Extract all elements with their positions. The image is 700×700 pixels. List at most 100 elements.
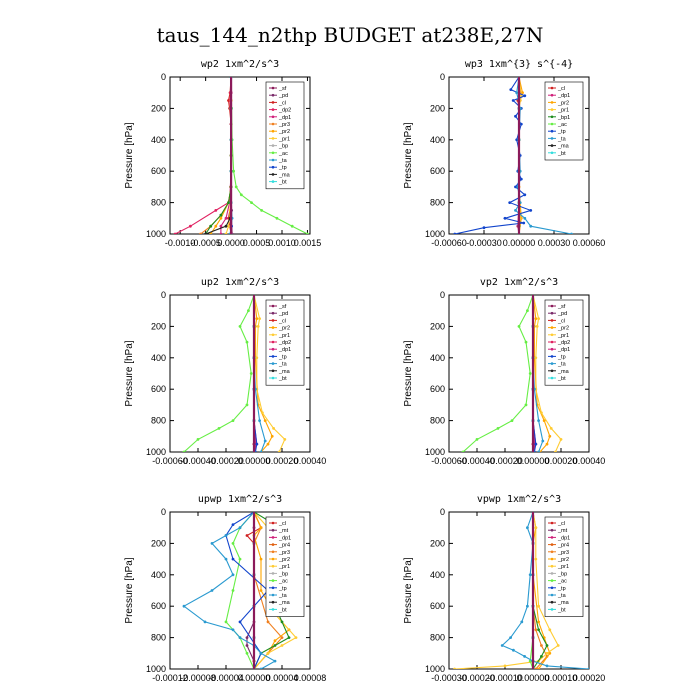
legend-marker-ac xyxy=(550,122,554,126)
x-tick-label: 0.00000 xyxy=(238,456,271,466)
series-point-pr2 xyxy=(273,639,277,643)
legend-marker-cl xyxy=(271,319,275,322)
y-tick-label: 1000 xyxy=(146,229,166,239)
series-point-ac xyxy=(217,427,221,430)
y-tick-label: 400 xyxy=(430,135,445,145)
x-tick-label: 0.00000 xyxy=(503,238,536,248)
y-tick-label: 200 xyxy=(151,538,166,548)
legend-entry-ta: _ta xyxy=(557,136,567,142)
x-tick-label: -0.0005 xyxy=(190,238,221,248)
legend-marker-cl xyxy=(271,101,275,104)
panel-title: wp3 1xm^{3} s^{-4} xyxy=(465,59,573,70)
series-point-pr2 xyxy=(259,557,263,561)
series-point-tp xyxy=(523,193,527,197)
y-tick-label: 800 xyxy=(430,416,445,426)
series-point-tp xyxy=(508,201,512,205)
x-tick-label: 0.00008 xyxy=(294,673,327,683)
x-tick-label: 0.00040 xyxy=(294,456,327,466)
legend-entry-bt: _bt xyxy=(557,607,566,613)
y-tick-label: 1000 xyxy=(425,447,445,457)
y-tick-label: 0 xyxy=(161,290,166,300)
legend-marker-dp1 xyxy=(550,536,554,539)
series-point-tp xyxy=(231,523,235,526)
legend-entry-pr4: _pr4 xyxy=(557,543,569,549)
series-point-pr1 xyxy=(227,224,230,228)
legend-marker-pr2 xyxy=(271,557,275,561)
panel-title: upwp 1xm^2/s^3 xyxy=(198,494,282,505)
series-point-ta xyxy=(529,224,533,228)
legend-entry-cl: _cl xyxy=(278,100,286,106)
series-point-pr1 xyxy=(255,356,259,360)
x-tick-label: 0.00030 xyxy=(538,238,571,248)
y-tick-label: 400 xyxy=(151,353,166,363)
series-point-ac xyxy=(231,419,235,422)
legend-marker-bt xyxy=(271,180,275,183)
series-point-pr2 xyxy=(537,620,540,624)
y-tick-label: 600 xyxy=(151,384,166,394)
series-point-ac xyxy=(196,438,200,441)
series-point-tp xyxy=(519,177,523,181)
x-tick-label: 0.00040 xyxy=(573,456,606,466)
legend-marker-ta xyxy=(271,362,275,365)
series-point-ta xyxy=(238,636,242,639)
series-point-pr2 xyxy=(537,667,540,669)
series-point-mt xyxy=(245,636,249,639)
legend-entry-dp1: _dp1 xyxy=(557,535,570,541)
series-point-pr1 xyxy=(258,317,261,320)
legend-entry-cl: _cl xyxy=(557,318,565,324)
series-point-tp xyxy=(514,114,517,118)
legend-marker-pr1 xyxy=(550,108,554,111)
legend-entry-tp: _tp xyxy=(557,586,566,592)
series-point-pr3 xyxy=(540,644,543,647)
series-point-ma xyxy=(204,232,207,234)
series-point-pr1 xyxy=(261,411,264,415)
series-point-tp xyxy=(511,99,515,102)
panel-vp2: vp2 1xm^2/s^3 Pressure [hPa] 0 200 400 600 800… xyxy=(403,277,605,466)
legend-entry-dp1: _dp1 xyxy=(557,347,570,353)
legend-entry-pr2: _pr2 xyxy=(557,326,569,332)
legend-marker-pr4 xyxy=(550,543,554,546)
series-point-pr1 xyxy=(549,427,553,430)
legend-entry-tp: _tp xyxy=(557,354,566,360)
legend-entry-pr2: _pr2 xyxy=(278,129,290,135)
series-point-bp xyxy=(209,224,213,228)
legend-entry-tp: _tp xyxy=(278,586,287,592)
legend-marker-dp2 xyxy=(271,340,275,344)
series-point-ta xyxy=(526,604,529,608)
series-point-ta xyxy=(500,644,504,647)
series-point-ta xyxy=(515,91,519,95)
legend-entry-ta: _ta xyxy=(278,593,288,599)
y-tick-label: 800 xyxy=(151,416,166,426)
plot-frame xyxy=(448,294,590,453)
series-point-ta xyxy=(224,557,228,561)
legend-marker-ta xyxy=(271,158,275,162)
series-point-dp1 xyxy=(219,232,223,234)
legend-entry-bt: _bt xyxy=(278,607,287,613)
series-point-pr2 xyxy=(259,589,263,592)
legend-entry-pr1: _pr1 xyxy=(278,333,290,339)
panel-title: vp2 1xm^2/s^3 xyxy=(480,277,558,288)
legend-entry-bp1: _bp1 xyxy=(557,115,570,121)
series-point-ac xyxy=(528,372,532,375)
legend-entry-bp: _bp xyxy=(278,571,288,577)
legend-marker-pr1 xyxy=(271,333,275,337)
legend-entry-bp: _bp xyxy=(557,571,567,577)
legend-entry-pr1: _pr1 xyxy=(557,333,569,339)
legend-marker-ma xyxy=(550,600,554,604)
series-point-tp xyxy=(238,620,242,624)
legend-marker-pd xyxy=(550,311,554,315)
legend-entry-pd: _pd xyxy=(557,311,567,317)
y-tick-label: 600 xyxy=(430,166,445,176)
legend-entry-tp: _tp xyxy=(557,129,566,135)
legend: _sf_pd_cl _dp2_dp1_pr3_pr2_pr1 _bp_ac_ta_t… xyxy=(265,81,305,190)
series-point-dp2 xyxy=(173,232,177,234)
legend-entry-ma: _ma xyxy=(557,600,570,606)
legend-marker-ma xyxy=(271,173,275,176)
legend-marker-ta xyxy=(271,593,275,597)
series-point-ac xyxy=(260,209,263,212)
legend-entry-ta: _ta xyxy=(557,362,567,368)
series-point-pr1 xyxy=(277,450,281,452)
y-tick-label: 0 xyxy=(161,507,166,517)
series-point-tp xyxy=(503,216,507,220)
y-tick-label: 1000 xyxy=(146,447,166,457)
